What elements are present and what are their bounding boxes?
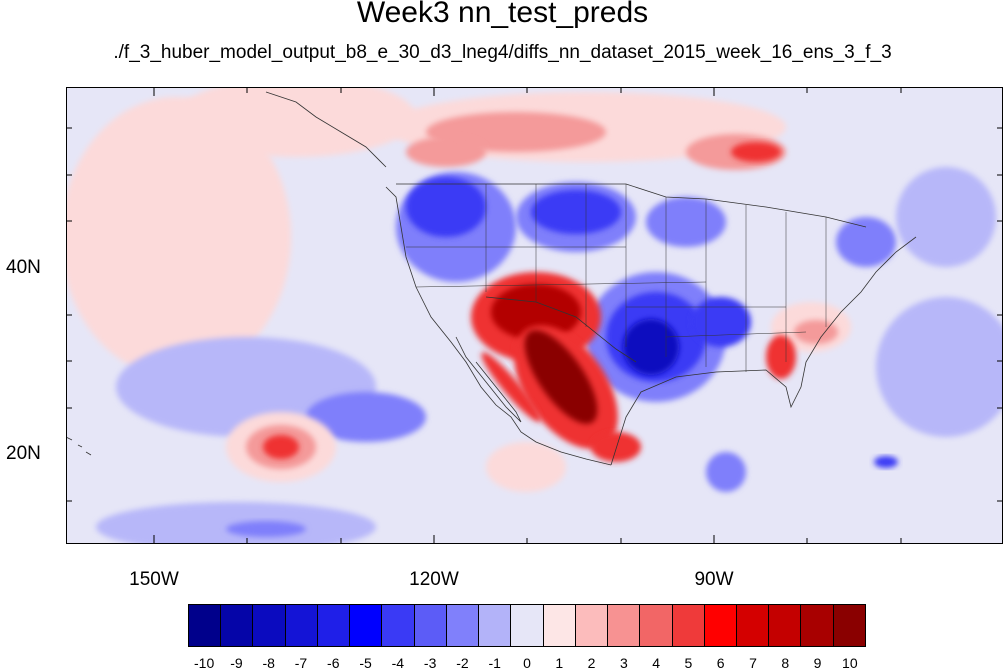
map-subtitle: ./f_3_huber_model_output_b8_e_30_d3_lneg…: [113, 42, 892, 63]
colorbar-swatch: [479, 605, 512, 646]
lat-label-20n: 20N: [6, 443, 41, 464]
colorbar-swatch: [253, 605, 286, 646]
red-spot-florida: [766, 335, 796, 379]
blue-region-atlantic: [876, 297, 1003, 437]
lon-label-150w: 150W: [129, 569, 179, 590]
colorbar-swatch: [672, 605, 705, 646]
blue-darkest-texas: [623, 319, 679, 375]
colorbar-swatch: [511, 605, 544, 646]
colorbar-tick-label: -8: [262, 655, 275, 671]
colorbar-tick-label: 2: [587, 655, 596, 671]
colorbar-tick-label: 10: [842, 655, 858, 671]
anomaly-map: [66, 87, 1003, 544]
state-borders: [406, 184, 827, 372]
colorbar-tick-label: 3: [619, 655, 628, 671]
colorbar-tick-label: 8: [781, 655, 790, 671]
colorbar-swatch: [608, 605, 641, 646]
red-core-pacific-20n: [263, 435, 299, 459]
lon-label-90w: 90W: [694, 569, 734, 590]
lon-major-ticks: [153, 87, 715, 544]
map-title: Week3 nn_test_preds: [356, 0, 649, 29]
colorbar-tick-label: 9: [813, 655, 822, 671]
coastline-west: [385, 186, 612, 466]
colorbar-swatch: [736, 605, 770, 646]
colorbar-tick-label: -1: [488, 655, 501, 671]
colorbar-tick-label: 6: [716, 655, 725, 671]
colorbar-tick-label: 5: [684, 655, 693, 671]
colorbar-swatch: [446, 605, 480, 646]
colorbar-swatch: [221, 605, 254, 646]
colorbar-tick-label: -2: [456, 655, 469, 671]
coastline-alaska: [265, 91, 387, 168]
colorbar-tick-label: 1: [555, 655, 564, 671]
lon-minor-ticks: [246, 87, 902, 544]
lat-minor-ticks: [66, 127, 1003, 502]
blue-spot-central-america: [706, 452, 746, 492]
colorbar-tick-label: -6: [327, 655, 340, 671]
colorbar-tick-label: -7: [294, 655, 308, 671]
axis-ticks: [66, 87, 1003, 544]
map-border: [66, 87, 1003, 544]
blue-core-northern-plains: [531, 190, 621, 234]
colorbar-tick-label: 7: [749, 655, 757, 671]
colorbar-tick-label: 4: [652, 655, 661, 671]
red-core-mexico: [524, 330, 598, 424]
colorbar-swatch: [285, 605, 318, 646]
colorbar-swatch: [833, 605, 865, 646]
colorbar-tick-label: -4: [391, 655, 405, 671]
blue-region-northeast: [836, 217, 896, 267]
red-spot-hudson: [731, 142, 781, 162]
red-core-southwest: [491, 284, 581, 340]
colorbar-tick-label: -10: [194, 655, 215, 671]
red-strip-baja: [481, 352, 541, 422]
colorbar-swatch: [317, 605, 351, 646]
colorbar-swatch: [414, 605, 447, 646]
colorbar-swatch: [382, 605, 415, 646]
red-spot-southern-mexico: [591, 432, 641, 462]
red-spot-bc: [406, 137, 486, 167]
colorbar-swatch: [769, 605, 802, 646]
pink-blob-mexico-pacific: [486, 442, 566, 492]
colorbar-tick-label: -3: [423, 655, 437, 671]
lon-label-120w: 120W: [409, 569, 459, 590]
colorbar-tick-label: -5: [359, 655, 372, 671]
colorbar-swatch: [704, 605, 737, 646]
colorbar-swatch: [350, 605, 383, 646]
blue-core-pacific-northwest: [406, 177, 486, 237]
blue-region-atlantic-north: [896, 167, 996, 267]
colorbar-swatch: [189, 605, 222, 646]
colorbar-tick-label: -9: [230, 655, 243, 671]
colorbar-swatch: [640, 605, 673, 646]
pink-region-gulf-of-alaska: [176, 87, 416, 157]
blue-spot-pacific-south: [226, 521, 306, 537]
blue-core-mississippi: [691, 297, 751, 347]
blue-spot-caribbean: [874, 456, 898, 468]
border-us-mexico: [485, 296, 637, 363]
lat-label-40n: 40N: [6, 257, 41, 278]
blue-region-great-lakes-west: [646, 197, 726, 247]
coastline-baja: [455, 336, 522, 423]
colorbar-tick-label: 0: [523, 655, 531, 671]
coastline-gulf-east: [610, 236, 917, 466]
colorbar-swatch: [575, 605, 609, 646]
map-panel: [66, 87, 1003, 544]
colorbar: [188, 604, 866, 647]
blue-spot-pacific-1: [306, 392, 426, 442]
pink-region-pacific-west: [66, 97, 291, 377]
red-spot-carolinas: [794, 320, 838, 344]
colorbar-swatch: [801, 605, 834, 646]
colorbar-swatch: [543, 605, 576, 646]
coastlines: [66, 91, 917, 466]
blue-band-pacific-south: [96, 502, 376, 544]
